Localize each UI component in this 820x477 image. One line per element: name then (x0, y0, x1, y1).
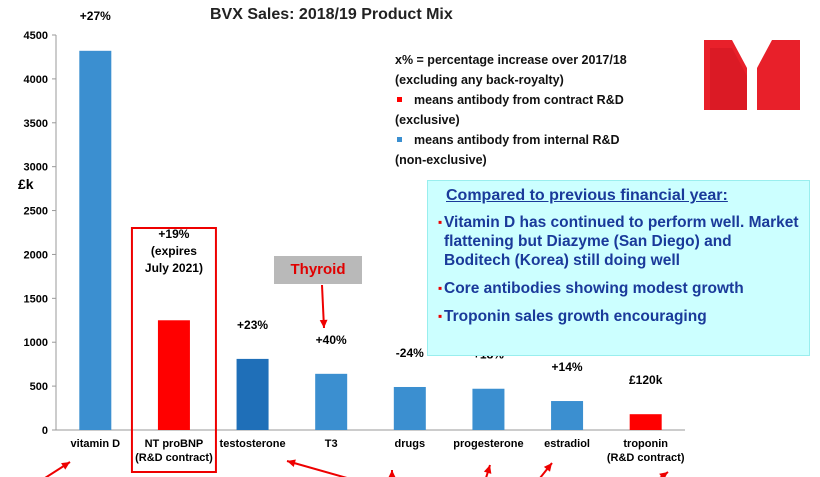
bullet-icon: ▪ (438, 215, 443, 229)
bar (157, 320, 190, 430)
bar (315, 373, 348, 430)
y-tick-label: 1500 (24, 293, 48, 305)
y-tick-label: 0 (42, 425, 48, 437)
info-point-text: Vitamin D has continued to perform well.… (444, 214, 799, 269)
bar (629, 414, 662, 430)
data-label: £120k (629, 373, 663, 387)
legend: x% = percentage increase over 2017/18 (e… (395, 50, 695, 170)
legend-red-line2: (exclusive) (395, 113, 460, 127)
info-point: ▪ Vitamin D has continued to perform well… (438, 213, 799, 270)
data-label: -24% (396, 346, 424, 360)
y-tick-label: 4000 (24, 74, 48, 86)
bar (472, 388, 505, 430)
bar (236, 358, 269, 430)
info-box-heading: Compared to previous financial year: (446, 187, 728, 204)
bullet-icon: ▪ (438, 309, 443, 323)
x-tick-label: estradiol (544, 438, 590, 450)
arrow-testosterone (286, 460, 348, 477)
legend-note-line1: x% = percentage increase over 2017/18 (395, 53, 627, 67)
y-axis-label: £k (18, 176, 34, 192)
data-label: +23% (237, 318, 268, 332)
y-tick-label: 3500 (24, 118, 48, 130)
x-tick-label: vitamin D (71, 438, 121, 450)
chart-title: BVX Sales: 2018/19 Product Mix (210, 6, 453, 23)
x-tick-label-line2: (R&D contract) (607, 452, 685, 464)
bar (551, 401, 584, 430)
y-tick-label: 2000 (24, 249, 48, 261)
y-tick-label: 1000 (24, 337, 48, 349)
info-box: Compared to previous financial year: ▪ Vi… (427, 180, 810, 356)
y-tick-label: 3000 (24, 162, 48, 174)
legend-blue-text: means antibody from internal R&D (414, 133, 620, 147)
data-label: +19% (158, 227, 189, 241)
x-tick-label: troponin (623, 438, 668, 450)
arrow-vitamin-d-head (61, 462, 70, 470)
info-point: ▪ Troponin sales growth encouraging (438, 307, 799, 326)
info-point: ▪ Core antibodies showing modest growth (438, 279, 799, 298)
thyroid-callout: Thyroid (274, 256, 362, 284)
x-tick-label: testosterone (220, 438, 286, 450)
x-tick-label: T3 (325, 438, 338, 450)
info-point-text: Troponin sales growth encouraging (444, 308, 707, 325)
x-tick-label: progesterone (453, 438, 523, 450)
legend-red-text: means antibody from contract R&D (414, 93, 624, 107)
red-square-icon (397, 97, 402, 102)
bullet-icon: ▪ (438, 281, 443, 295)
y-tick-label: 4500 (24, 30, 48, 42)
x-tick-label: NT proBNP (145, 438, 204, 450)
data-label: +40% (316, 333, 347, 347)
highlight-box (130, 227, 217, 473)
arrow-progesterone-head (483, 465, 492, 474)
legend-blue-entry: means antibody from internal R&D (395, 130, 695, 150)
data-label: (expires (151, 244, 197, 258)
blue-square-icon (397, 137, 402, 142)
x-tick-label-line2: (R&D contract) (135, 452, 213, 464)
legend-note-line2: (excluding any back-royalty) (395, 73, 564, 87)
arrow-troponin-head (659, 472, 668, 477)
data-label: +27% (80, 9, 111, 23)
company-logo-icon (702, 36, 802, 114)
arrow-t3-head (388, 470, 396, 477)
bar (79, 50, 112, 431)
thyroid-arrow-head (319, 319, 328, 328)
y-tick-label: 2500 (24, 206, 48, 218)
data-label: +14% (552, 360, 583, 374)
legend-blue-line2: (non-exclusive) (395, 153, 487, 167)
legend-red-entry: means antibody from contract R&D (395, 90, 695, 110)
data-label: July 2021) (145, 261, 203, 275)
y-tick-label: 500 (30, 381, 48, 393)
info-point-text: Core antibodies showing modest growth (444, 280, 744, 297)
x-tick-label: drugs (395, 438, 426, 450)
arrow-estradiol-head (543, 463, 552, 472)
arrow-testosterone-head (287, 459, 296, 467)
bar (393, 386, 426, 430)
